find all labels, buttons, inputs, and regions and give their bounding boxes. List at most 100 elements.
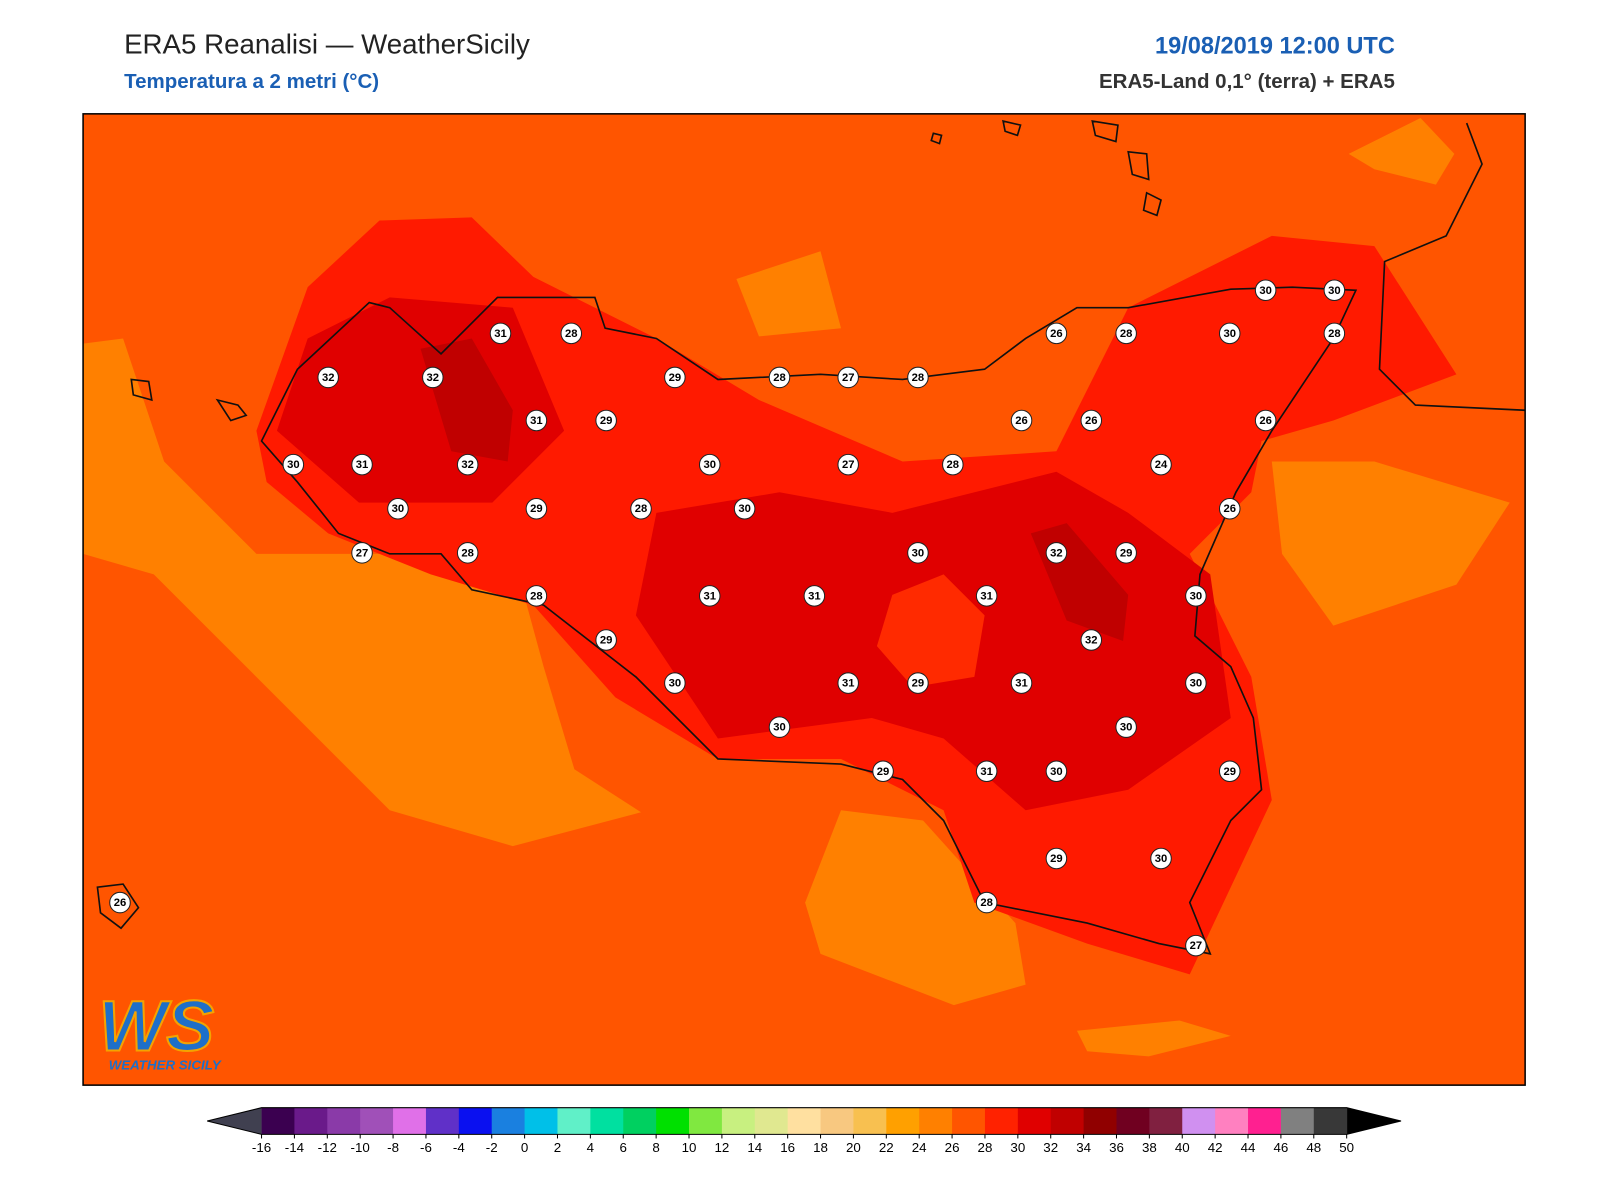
station-value: 30 [1190, 678, 1203, 690]
coastline [96, 119, 1526, 955]
colorbar-tick-label: 46 [1273, 1140, 1288, 1155]
station-value: 32 [461, 459, 474, 471]
colorbar-tick-label: -2 [486, 1140, 498, 1155]
station-marker [109, 891, 131, 914]
station: 30 [1115, 716, 1137, 738]
station-marker [975, 585, 998, 607]
station: 30 [733, 497, 756, 520]
station-marker [595, 409, 617, 432]
station-value: 26 [1050, 328, 1063, 340]
station-marker [317, 366, 339, 389]
station-value: 31 [703, 590, 716, 602]
station-value: 32 [1085, 635, 1098, 647]
colorbar-tick-label: 50 [1339, 1140, 1354, 1155]
station: 28 [1115, 322, 1137, 345]
station-value: 26 [1223, 503, 1236, 515]
station: 31 [698, 585, 721, 607]
colorbar-step [919, 1107, 953, 1135]
station: 31 [351, 453, 373, 476]
station: 30 [698, 453, 721, 476]
station-value: 30 [1120, 722, 1133, 734]
colorbar-tick-label: -4 [453, 1140, 465, 1155]
station-value: 31 [530, 415, 543, 427]
station-value: 31 [808, 590, 821, 602]
station: 29 [872, 760, 894, 783]
station: 28 [1323, 322, 1346, 345]
station-value: 32 [1050, 547, 1063, 559]
station-marker [351, 453, 373, 476]
red-patch [876, 574, 985, 688]
station: 27 [837, 453, 859, 476]
station-marker [1185, 934, 1207, 957]
logo: WS WEATHER SICILY [97, 985, 221, 1073]
station-marker [1045, 542, 1068, 564]
colorbar-tick-label: 44 [1241, 1140, 1256, 1155]
colorbar-step [1149, 1107, 1183, 1135]
station-value: 31 [356, 459, 369, 471]
station-marker [768, 366, 791, 389]
station: 32 [422, 366, 444, 389]
station: 29 [595, 629, 617, 651]
station: 26 [1254, 409, 1277, 432]
colorbar-tick-label: -14 [285, 1140, 305, 1155]
station: 32 [1045, 542, 1068, 564]
station: 29 [1045, 847, 1068, 870]
colorbar-step [458, 1107, 493, 1135]
station-value: 30 [1328, 285, 1341, 297]
colorbar-step [820, 1107, 854, 1135]
colorbar-tick-label: 32 [1043, 1140, 1058, 1155]
colorbar-step [1116, 1107, 1150, 1135]
station-value: 29 [1223, 766, 1236, 778]
colorbar-step [294, 1107, 328, 1135]
station-value: 30 [1155, 853, 1168, 865]
colorbar-tick-label: 38 [1142, 1140, 1157, 1155]
logo-mark: WS [98, 986, 214, 1066]
colorbar-tick-label: 36 [1109, 1140, 1124, 1155]
station: 31 [525, 409, 548, 432]
colorbar-step [590, 1107, 624, 1135]
station: 30 [1045, 760, 1068, 783]
station-marker [837, 453, 859, 476]
station-marker [664, 672, 686, 694]
colorbar-step [1280, 1107, 1315, 1135]
station-marker [1010, 409, 1033, 432]
colorbar-tick-label: -8 [387, 1140, 399, 1155]
station: 28 [907, 366, 929, 389]
colorbar-under [207, 1107, 262, 1135]
station-value: 29 [1050, 853, 1063, 865]
station: 24 [1150, 453, 1172, 476]
colorbar-tick-label: -16 [252, 1140, 271, 1155]
station-marker [1323, 279, 1346, 302]
station: 31 [489, 322, 512, 345]
station-value: 30 [912, 547, 925, 559]
station-value: 31 [494, 328, 507, 340]
station-value: 29 [530, 503, 543, 515]
station-value: 30 [1190, 590, 1203, 602]
colorbar-step [425, 1107, 460, 1135]
station-value: 31 [980, 766, 993, 778]
station-value: 30 [669, 678, 682, 690]
station: 30 [1254, 279, 1277, 302]
colorbar-tick-label: -12 [318, 1140, 337, 1155]
station-marker [525, 497, 548, 520]
station-marker [698, 453, 721, 476]
station: 26 [1010, 409, 1033, 432]
colorbar-step [524, 1107, 558, 1135]
station: 30 [1150, 847, 1172, 870]
station: 26 [1080, 409, 1103, 432]
station-marker [768, 716, 791, 738]
station-marker [1115, 716, 1137, 738]
colorbar-step [623, 1107, 657, 1135]
station-marker [1150, 453, 1172, 476]
station: 26 [1218, 497, 1241, 520]
station-marker [975, 891, 998, 914]
station-value: 29 [1120, 547, 1133, 559]
station: 31 [975, 760, 998, 783]
station: 28 [768, 366, 791, 389]
station: 29 [907, 672, 929, 694]
station-value: 28 [947, 459, 960, 471]
station-marker [664, 366, 686, 389]
station-value: 28 [980, 897, 993, 909]
station: 32 [456, 453, 479, 476]
